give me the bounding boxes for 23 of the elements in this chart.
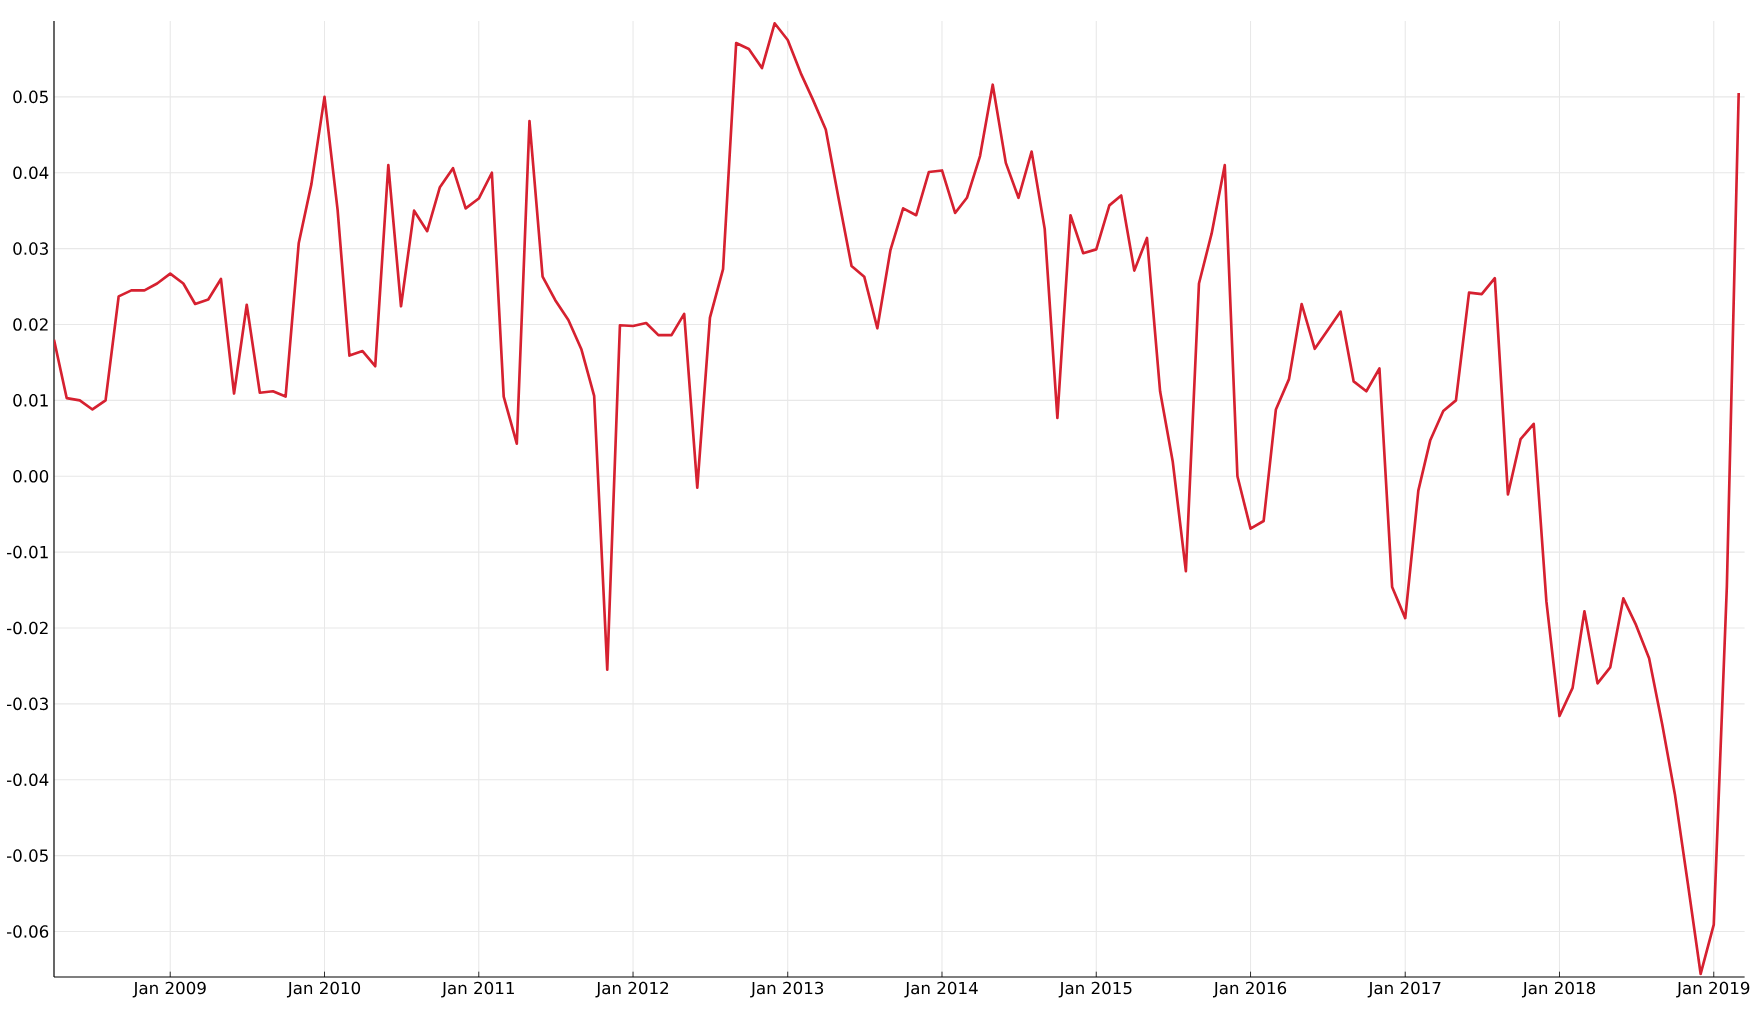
x-tick-label: Jan 2018 — [1521, 981, 1596, 998]
y-tick-label: 0.01 — [13, 394, 48, 407]
x-tick-label: Jan 2010 — [286, 981, 361, 998]
y-tick-label: 0.05 — [13, 90, 48, 104]
y-tick-label: -0.05 — [6, 849, 48, 862]
y-tick-label: -0.06 — [6, 925, 49, 938]
x-tick-label: Jan 2013 — [750, 981, 824, 998]
y-tick-label: -0.01 — [6, 545, 48, 559]
x-tick-label: Jan 2019 — [1676, 981, 1750, 998]
y-tick-label: -0.03 — [6, 697, 48, 711]
y-tick-label: -0.02 — [6, 621, 48, 635]
y-tick-label: -0.04 — [6, 773, 49, 787]
y-tick-label: 0.04 — [13, 166, 49, 180]
x-tick-label: Jan 2015 — [1058, 981, 1132, 998]
x-tick-label: Jan 2014 — [904, 981, 978, 998]
x-tick-label: Jan 2017 — [1367, 981, 1441, 998]
x-tick-label: Jan 2012 — [595, 981, 669, 998]
y-tick-label: 0.02 — [13, 318, 48, 331]
y-tick-label: 0.03 — [13, 242, 48, 255]
x-tick-label: Jan 2009 — [132, 981, 206, 998]
y-tick-label: 0.00 — [13, 469, 49, 483]
x-tick-label: Jan 2011 — [441, 981, 514, 998]
x-tick-label: Jan 2016 — [1212, 981, 1287, 998]
